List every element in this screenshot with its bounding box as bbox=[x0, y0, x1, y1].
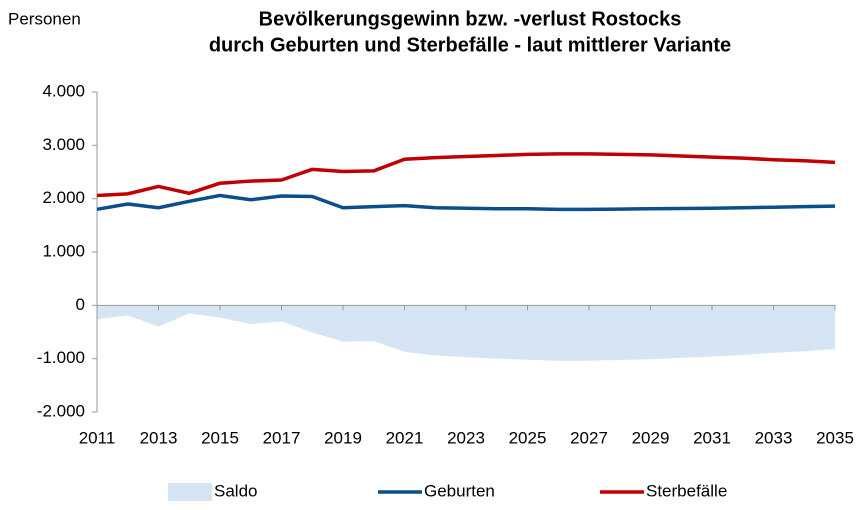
y-tick-label: -1.000 bbox=[37, 348, 85, 367]
x-tick-label: 2025 bbox=[509, 428, 547, 447]
legend-swatch bbox=[168, 483, 212, 501]
y-tick-label: 0 bbox=[76, 295, 85, 314]
legend-label: Saldo bbox=[214, 481, 257, 500]
x-tick-label: 2029 bbox=[632, 428, 670, 447]
y-tick-label: 1.000 bbox=[42, 241, 85, 260]
x-tick-label: 2023 bbox=[447, 428, 485, 447]
chart-title: Bevölkerungsgewinn bzw. -verlust Rostock… bbox=[259, 8, 682, 30]
x-tick-label: 2015 bbox=[201, 428, 239, 447]
x-tick-label: 2017 bbox=[263, 428, 301, 447]
x-tick-label: 2021 bbox=[386, 428, 424, 447]
y-tick-label: 2.000 bbox=[42, 188, 85, 207]
x-tick-label: 2013 bbox=[140, 428, 178, 447]
y-tick-label: 3.000 bbox=[42, 135, 85, 154]
x-tick-label: 2031 bbox=[693, 428, 731, 447]
area bbox=[97, 305, 835, 361]
x-tick-label: 2011 bbox=[79, 428, 116, 447]
chart-title: durch Geburten und Sterbefälle - laut mi… bbox=[209, 34, 731, 56]
x-tick-label: 2033 bbox=[755, 428, 793, 447]
x-tick-label: 2035 bbox=[816, 428, 854, 447]
line bbox=[96, 152, 836, 198]
line bbox=[96, 193, 836, 212]
legend-label: Sterbefälle bbox=[646, 481, 727, 500]
y-tick-label: 4.000 bbox=[42, 81, 85, 100]
x-tick-label: 2027 bbox=[570, 428, 608, 447]
legend-label: Geburten bbox=[424, 481, 495, 500]
y-axis-label: Personen bbox=[8, 9, 81, 28]
x-tick-label: 2019 bbox=[324, 428, 362, 447]
y-tick-label: -2.000 bbox=[37, 401, 85, 420]
